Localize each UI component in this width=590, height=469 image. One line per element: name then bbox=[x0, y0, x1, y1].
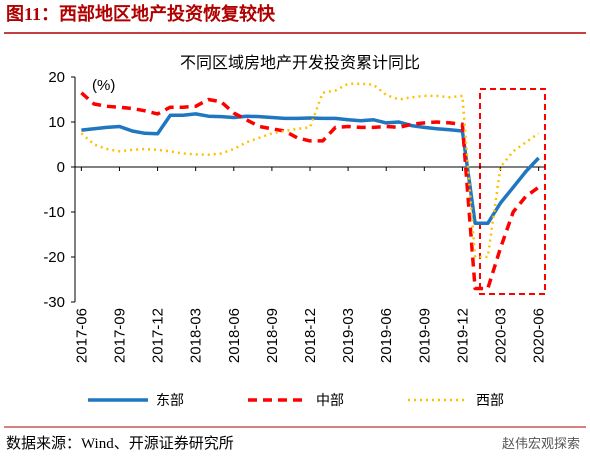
x-tick-label: 2018-12 bbox=[302, 308, 319, 363]
series-line bbox=[80, 91, 540, 291]
x-tick-label: 2019-06 bbox=[378, 308, 395, 363]
y-tick-label: -30 bbox=[43, 294, 65, 311]
x-tick-label: 2020-06 bbox=[531, 308, 548, 363]
watermark: 赵伟宏观探索 bbox=[502, 436, 580, 451]
chart-title: 不同区域房地产开发投资累计同比 bbox=[180, 54, 420, 72]
y-tick-label: 0 bbox=[57, 159, 65, 176]
source-note: 数据来源：Wind、开源证券研究所 bbox=[6, 435, 234, 452]
x-tick-label: 2017-12 bbox=[150, 308, 167, 363]
x-tick-label: 2019-03 bbox=[340, 308, 357, 363]
highlight-box bbox=[479, 88, 546, 295]
y-tick-label: 10 bbox=[48, 114, 65, 131]
x-tick-label: 2019-09 bbox=[416, 308, 433, 363]
x-tick-label: 2017-06 bbox=[73, 308, 90, 363]
x-tick-label: 2017-09 bbox=[111, 308, 128, 363]
x-tick-label: 2018-03 bbox=[188, 308, 205, 363]
x-tick-label: 2019-12 bbox=[454, 308, 471, 363]
x-tick-label: 2018-06 bbox=[226, 308, 243, 363]
x-tick-label: 2020-03 bbox=[493, 308, 510, 363]
y-tick-label: -20 bbox=[43, 249, 65, 266]
x-tick-label: 2018-09 bbox=[264, 308, 281, 363]
figure-caption: 图11：西部地区地产投资恢复较快 bbox=[6, 3, 276, 24]
legend-label: 西部 bbox=[476, 393, 504, 409]
y-tick-label: 20 bbox=[48, 69, 65, 86]
legend-label: 东部 bbox=[156, 393, 184, 409]
legend-label: 中部 bbox=[316, 393, 344, 409]
y-tick-label: -10 bbox=[43, 204, 65, 221]
y-unit: (%) bbox=[92, 77, 115, 94]
